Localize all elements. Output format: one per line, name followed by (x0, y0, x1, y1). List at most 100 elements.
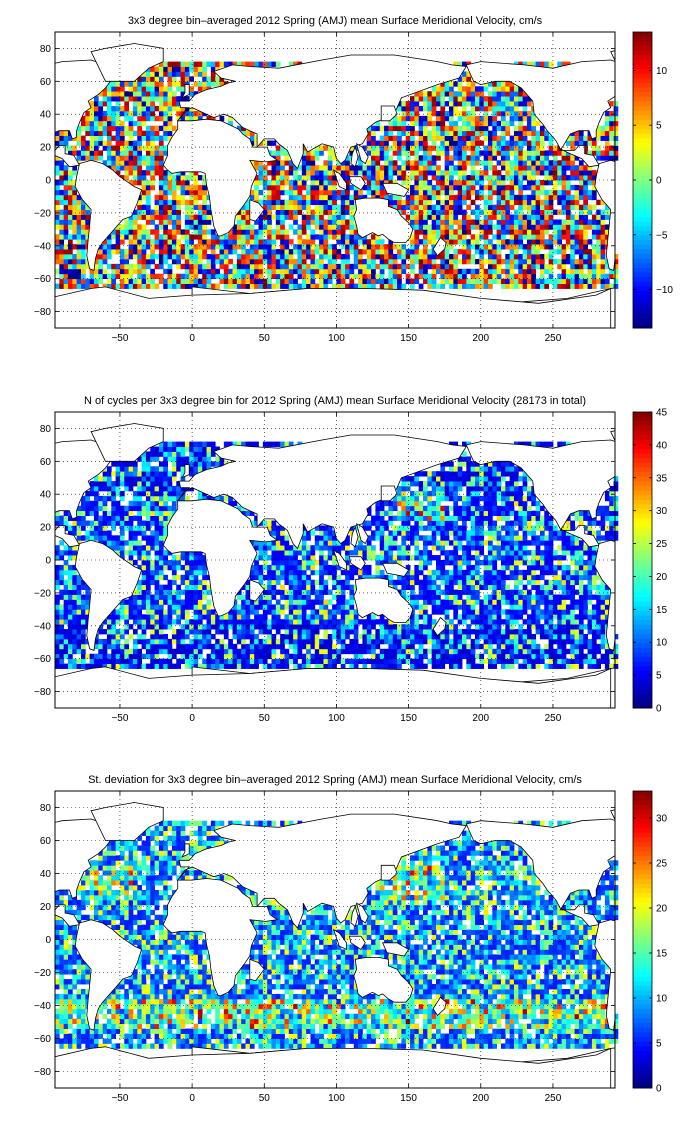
heatmap-cell (583, 659, 588, 664)
heatmap-cell (137, 170, 142, 175)
heatmap-cell (155, 254, 160, 259)
heatmap-cell (505, 190, 510, 195)
colorbar-swatch (633, 111, 652, 116)
heatmap-cell (436, 175, 441, 180)
heatmap-cell (536, 654, 541, 659)
heatmap-cell (397, 274, 402, 279)
heatmap-cell (479, 150, 484, 155)
heatmap-cell (254, 195, 259, 200)
heatmap-cell (137, 244, 142, 249)
heatmap-cell (293, 215, 298, 220)
heatmap-cell (440, 136, 445, 141)
heatmap-cell (68, 614, 73, 619)
heatmap-cell (562, 195, 567, 200)
heatmap-cell (488, 131, 493, 136)
heatmap-cell (488, 160, 493, 165)
heatmap-cell (271, 264, 276, 269)
heatmap-cell (458, 175, 463, 180)
heatmap-cell (198, 215, 203, 220)
heatmap-cell (462, 634, 467, 639)
heatmap-cell (401, 160, 406, 165)
heatmap-cell (484, 210, 489, 215)
heatmap-cell (488, 200, 493, 205)
heatmap-cell (375, 274, 380, 279)
heatmap-cell (319, 180, 324, 185)
heatmap-cell (605, 116, 610, 121)
heatmap-cell (375, 659, 380, 664)
heatmap-cell (81, 219, 86, 224)
heatmap-cell (59, 264, 64, 269)
heatmap-cell (64, 175, 69, 180)
heatmap-cell (280, 190, 285, 195)
heatmap-cell (241, 215, 246, 220)
heatmap-cell (241, 259, 246, 264)
heatmap-cell (380, 259, 385, 264)
heatmap-cell (536, 205, 541, 210)
colorbar-swatch (633, 263, 652, 268)
heatmap-cell (198, 249, 203, 254)
heatmap-cell (553, 279, 558, 284)
heatmap-cell (479, 264, 484, 269)
heatmap-cell (241, 279, 246, 284)
heatmap-cell (124, 81, 129, 86)
heatmap-cell (306, 200, 311, 205)
heatmap-cell (596, 155, 601, 160)
heatmap-cell (458, 210, 463, 215)
heatmap-cell (497, 249, 502, 254)
heatmap-cell (505, 644, 510, 649)
heatmap-cell (436, 229, 441, 234)
heatmap-cell (488, 150, 493, 155)
heatmap-cell (94, 155, 99, 160)
heatmap-cell (440, 101, 445, 106)
heatmap-cell (436, 219, 441, 224)
heatmap-cell (401, 180, 406, 185)
heatmap-cell (401, 131, 406, 136)
heatmap-cell (124, 170, 129, 175)
heatmap-cell (163, 185, 168, 190)
heatmap-cell (588, 654, 593, 659)
heatmap-cell (129, 264, 134, 269)
heatmap-cell (137, 249, 142, 254)
heatmap-cell (176, 634, 181, 639)
heatmap-cell (159, 639, 164, 644)
heatmap-cell (241, 624, 246, 629)
heatmap-cell (189, 239, 194, 244)
heatmap-cell (427, 614, 432, 619)
heatmap-cell (129, 86, 134, 91)
heatmap-cell (514, 180, 519, 185)
heatmap-cell (393, 145, 398, 150)
heatmap-cell (159, 629, 164, 634)
heatmap-cell (129, 649, 134, 654)
heatmap-cell (497, 219, 502, 224)
heatmap-cell (583, 180, 588, 185)
heatmap-cell (137, 609, 142, 614)
heatmap-cell (319, 264, 324, 269)
heatmap-cell (254, 259, 259, 264)
heatmap-cell (406, 175, 411, 180)
heatmap-cell (68, 664, 73, 669)
heatmap-cell (510, 111, 515, 116)
heatmap-cell (401, 116, 406, 121)
heatmap-cell (471, 210, 476, 215)
heatmap-cell (111, 619, 116, 624)
heatmap-cell (414, 234, 419, 239)
heatmap-cell (349, 624, 354, 629)
heatmap-cell (549, 150, 554, 155)
heatmap-cell (77, 284, 82, 289)
heatmap-cell (181, 185, 186, 190)
heatmap-cell (81, 224, 86, 229)
heatmap-cell (375, 644, 380, 649)
heatmap-cell (81, 619, 86, 624)
heatmap-cell (544, 215, 549, 220)
heatmap-cell (280, 254, 285, 259)
heatmap-cell (505, 264, 510, 269)
heatmap-cell (341, 629, 346, 634)
heatmap-cell (267, 619, 272, 624)
heatmap-cell (583, 264, 588, 269)
heatmap-cell (246, 259, 251, 264)
heatmap-cell (289, 614, 294, 619)
heatmap-cell (427, 239, 432, 244)
heatmap-cell (90, 274, 95, 279)
heatmap-cell (371, 150, 376, 155)
heatmap-cell (544, 136, 549, 141)
